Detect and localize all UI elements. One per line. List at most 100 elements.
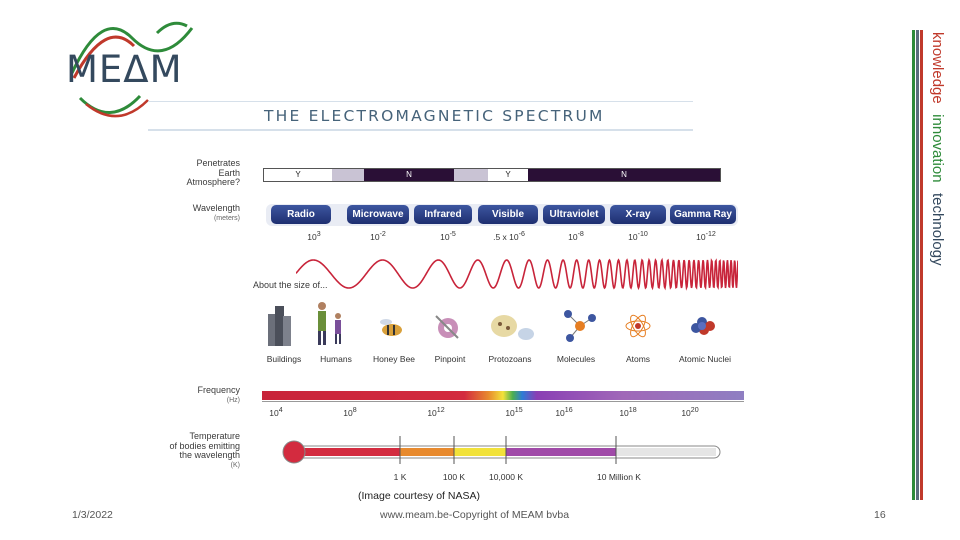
wavelength-tick: 10-5 [428, 230, 468, 242]
frequency-label-text: Frequency [197, 385, 240, 395]
temperature-tick-10-million-k: 10 Million K [597, 472, 641, 482]
penetrates-cell-y2: Y [505, 170, 511, 179]
thermometer-graphic [282, 436, 721, 464]
brand-stripes-graphic [912, 30, 923, 500]
band-microwave: Microwave [347, 205, 409, 224]
em-spectrum-figure: THE ELECTROMAGNETIC SPECTRUM Penetrates … [148, 100, 748, 482]
wavelength-tick: 10-10 [618, 230, 658, 242]
logo-text: MEΔM [66, 48, 183, 91]
frequency-tick-exp: 4 [278, 406, 283, 414]
band-infrared: Infrared [414, 205, 472, 224]
frequency-bar [262, 391, 744, 400]
penetrates-bar: Y N Y N [263, 168, 721, 182]
wavelength-tick-base: 10 [440, 231, 450, 242]
penetrates-cell-n1: N [364, 169, 454, 181]
frequency-tick-base: 10 [427, 407, 437, 418]
frequency-tick: 1012 [416, 406, 456, 418]
band-ultraviolet: Ultraviolet [543, 205, 605, 224]
wavelength-tick-base: .5 x 10 [493, 231, 519, 242]
brand-stripes [912, 30, 924, 500]
atomic-nuclei-icon [691, 317, 715, 335]
penetrates-partial-1 [332, 169, 364, 181]
wavelength-tick: 10-8 [556, 230, 596, 242]
wave-line [295, 257, 739, 291]
frequency-tick-exp: 20 [690, 406, 699, 414]
buildings-icon [268, 306, 291, 346]
temperature-tick-1k: 1 K [393, 472, 407, 482]
brand-word-knowledge: knowledge [929, 32, 946, 104]
temperature-label: Temperature of bodies emitting the wavel… [148, 431, 240, 470]
frequency-tick-base: 10 [681, 407, 691, 418]
object-label-pinpoint: Pinpoint [434, 354, 466, 364]
atoms-icon [625, 314, 651, 338]
penetrates-cell-n2: N [528, 169, 720, 181]
brand-vertical-text: knowledge innovation technology [928, 32, 948, 266]
brand-word-technology: technology [929, 193, 946, 266]
band-visible: Visible [478, 205, 538, 224]
frequency-tick-base: 10 [343, 407, 353, 418]
humans-icon [318, 302, 341, 345]
frequency-tick-exp: 18 [628, 406, 637, 414]
title-rule-top [148, 101, 693, 102]
wave-svg [295, 257, 739, 291]
object-label-buildings: Buildings [266, 354, 302, 364]
band-radio: Radio [271, 205, 331, 224]
frequency-tick: 1020 [670, 406, 710, 418]
wavelength-tick-base: 10 [628, 231, 638, 242]
penetrates-label: Penetrates Earth Atmosphere? [148, 158, 240, 188]
temperature-label-line2: of bodies emitting [169, 440, 240, 451]
object-icons [268, 302, 715, 346]
penetrates-label-line3: Atmosphere? [186, 177, 240, 187]
penetrates-label-line1: Penetrates [196, 158, 240, 168]
temperature-tick-100k: 100 K [442, 472, 466, 482]
frequency-tick-exp: 15 [514, 406, 523, 414]
object-label-protozoans: Protozoans [488, 354, 532, 364]
frequency-tick: 1016 [544, 406, 584, 418]
frequency-tick: 1015 [494, 406, 534, 418]
wavelength-tick-base: 10 [568, 231, 578, 242]
object-label-humans: Humans [320, 354, 352, 364]
temperature-label-line1: Temperature [189, 431, 240, 441]
honey-bee-icon [380, 319, 402, 336]
frequency-axis [262, 401, 744, 402]
image-credit-caption: (Image courtesy of NASA) [358, 490, 480, 502]
wavelength-tick-base: 10 [370, 231, 380, 242]
molecules-icon [564, 310, 596, 342]
wavelength-tick-exp: 3 [316, 230, 321, 238]
wavelength-tick-base: 10 [307, 231, 317, 242]
wavelength-tick-exp: -5 [449, 230, 456, 238]
meam-logo: MEΔM [62, 18, 202, 118]
wavelength-tick-exp: -8 [577, 230, 584, 238]
penetrates-cell-y1: Y [295, 170, 301, 179]
wavelength-tick-exp: -2 [379, 230, 386, 238]
wavelength-tick: .5 x 10-6 [484, 230, 534, 242]
wavelength-label-text: Wavelength [192, 203, 240, 213]
frequency-tick-base: 10 [505, 407, 515, 418]
object-label-atomic-nuclei: Atomic Nuclei [679, 354, 731, 364]
frequency-tick-base: 10 [269, 407, 279, 418]
wavelength-tick-exp: -10 [637, 230, 648, 238]
frequency-tick-exp: 12 [436, 406, 445, 414]
temperature-label-line3: the wavelength [179, 450, 240, 460]
page-number: 16 [874, 509, 886, 521]
wavelength-tick: 10-12 [686, 230, 726, 242]
object-label-molecules: Molecules [556, 354, 596, 364]
footer-copyright: www.meam.be-Copyright of MEAM bvba [380, 509, 570, 521]
about-size-label: About the size of... [253, 280, 328, 290]
object-label-honey-bee: Honey Bee [372, 354, 416, 364]
logo-arcs-graphic [70, 21, 194, 118]
penetrates-label-line2: Earth [218, 167, 240, 178]
object-label-atoms: Atoms [625, 354, 651, 364]
frequency-unit: (Hz) [226, 396, 240, 404]
wave-graphic [295, 255, 739, 293]
frequency-tick-base: 10 [619, 407, 629, 418]
wavelength-label: Wavelength (meters) [148, 203, 240, 223]
wavelength-tick-exp: -6 [518, 230, 525, 238]
pinpoint-icon [435, 315, 459, 339]
frequency-tick-base: 10 [555, 407, 565, 418]
footer-date: 1/3/2022 [72, 509, 113, 521]
wavelength-tick-base: 10 [696, 231, 706, 242]
wavelength-tick: 103 [294, 230, 334, 242]
penetrates-partial-2 [454, 169, 488, 181]
frequency-tick-exp: 8 [352, 406, 357, 414]
